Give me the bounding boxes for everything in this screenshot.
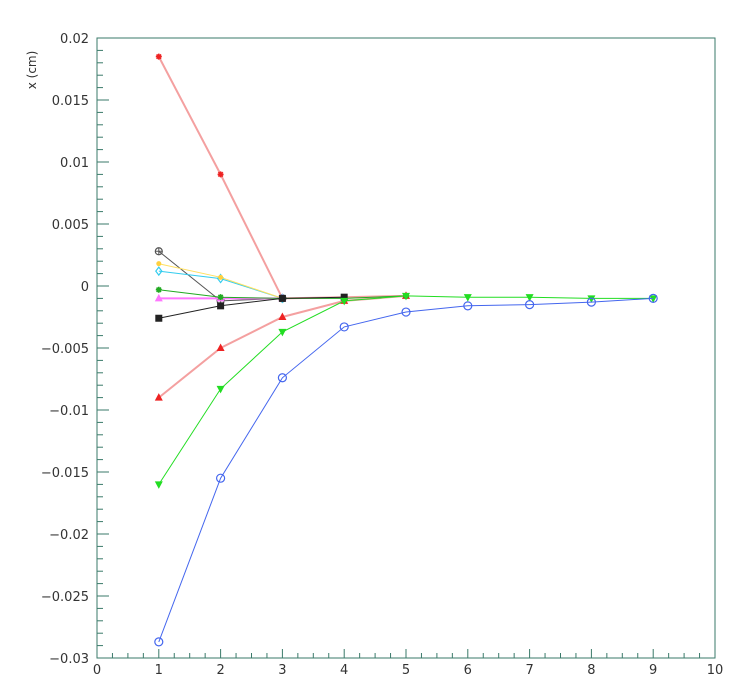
series-line [158,296,345,319]
x-tick-label: 4 [340,663,348,678]
x-tick-label: 0 [93,663,101,678]
data-point [587,295,596,303]
data-point [155,286,162,293]
y-tick-label: 0.005 [52,218,89,233]
data-point [155,266,163,277]
data-point [277,373,287,383]
x-tick-label: 2 [216,663,224,678]
y-tick-label: −0.015 [41,466,89,481]
x-tick-label: 6 [464,663,472,678]
data-point [649,295,658,303]
data-point [340,297,349,306]
data-point [525,294,534,302]
data-point [648,293,658,303]
data-point [340,293,348,301]
data-point [218,274,224,280]
data-point-cross [155,247,163,255]
series-line [157,56,407,300]
series-group [154,53,658,647]
y-tick-label: −0.02 [49,528,89,543]
data-point [216,343,225,351]
y-axis-title: x (cm) [25,51,39,90]
data-point [216,473,226,483]
data-point [401,307,411,317]
y-tick-label: −0.01 [49,404,89,419]
series-8 [155,293,348,322]
plot-frame [96,37,716,659]
series-line [158,263,283,299]
series-10 [154,293,658,647]
data-point [154,481,163,489]
y-tick-label: 0.015 [52,94,89,109]
series-line [158,295,654,485]
y-tick-label: −0.005 [41,342,89,357]
series-2 [154,291,410,401]
x-tick-label: 10 [707,663,724,678]
series-1 [155,53,409,302]
series-9 [154,292,658,489]
x-tick-label: 5 [402,663,410,678]
data-point [278,312,287,320]
axes: 0 1 2 3 4 5 6 7 8 9 10 −0.03 −0.025 −0.02 −0.015 −0.01 −… [41,32,723,678]
data-point [586,297,597,307]
data-point [156,261,162,267]
y-tick-label: 0 [81,280,89,295]
data-point [217,302,225,310]
data-point [463,301,473,311]
data-point [155,53,162,60]
x-tick-label: 9 [649,663,657,678]
data-point [463,294,472,302]
data-point [278,328,287,337]
data-point [216,385,225,394]
y-tick-label: −0.03 [49,652,89,667]
data-point [402,292,410,301]
data-point [278,294,286,302]
data-point [154,293,163,302]
data-point [524,300,535,310]
y-tick-label: −0.025 [41,590,89,605]
y-tick-label: 0.02 [60,32,89,47]
data-point [339,322,349,332]
series-line [158,297,654,643]
x-tick-label: 1 [155,663,163,678]
data-point [217,294,224,301]
x-tick-label: 8 [587,663,595,678]
x-tick-label: 7 [525,663,533,678]
data-point [217,171,224,178]
data-point [154,393,163,401]
y-tick-label: 0.01 [60,156,89,171]
data-point [155,314,163,322]
x-tick-label: 3 [278,663,286,678]
data-point [154,637,164,647]
